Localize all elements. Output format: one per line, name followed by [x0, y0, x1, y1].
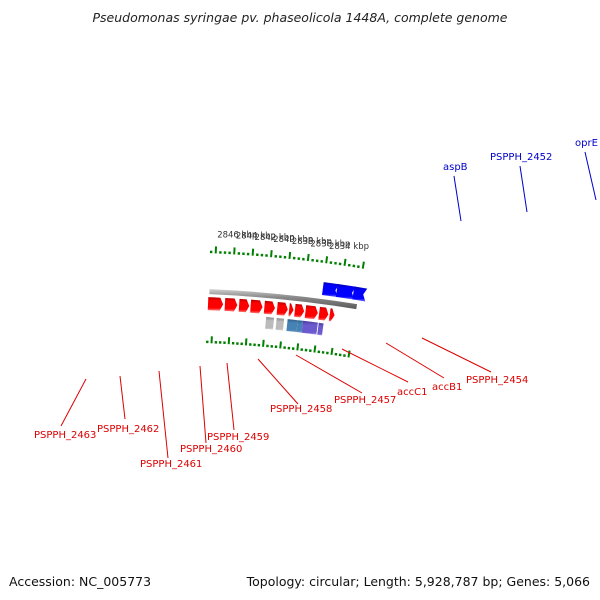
- reverse-gene-label[interactable]: accC1: [397, 387, 427, 398]
- gene-labels: aspBPSPPH_2452oprEPSPPH_2454accB1accC1PS…: [34, 138, 598, 470]
- leader-line: [60, 378, 87, 427]
- forward-gene-arrow[interactable]: [352, 286, 368, 302]
- outer-tick: [270, 250, 273, 258]
- leader-line: [385, 342, 445, 379]
- ruler-label: 2842 kbp: [255, 233, 295, 243]
- purple-feature[interactable]: [317, 322, 324, 336]
- reverse-gene-arrow[interactable]: [263, 300, 275, 315]
- ruler-label: 2836 kbp: [310, 239, 350, 249]
- ruler-label: 2838 kbp: [292, 237, 332, 247]
- ruler-label: 2840 kbp: [273, 235, 313, 245]
- backbone: [209, 289, 358, 310]
- backbone-arc: [209, 289, 358, 310]
- reverse-gene-arrow[interactable]: [276, 301, 288, 316]
- gray-feature[interactable]: [265, 316, 275, 330]
- reverse-gene-label[interactable]: PSPPH_2460: [180, 444, 242, 455]
- gene-features: [207, 282, 368, 336]
- ruler-label: 2834 kbp: [329, 242, 369, 252]
- reverse-gene-arrow[interactable]: [304, 305, 318, 320]
- outer-tick: [251, 248, 255, 256]
- outer-tick: [343, 258, 347, 266]
- steelblue-feature[interactable]: [286, 319, 298, 333]
- ruler-label: 2844 kbp: [236, 232, 276, 242]
- genome-summary: Topology: circular; Length: 5,928,787 bp…: [246, 574, 590, 589]
- reverse-gene-arrow[interactable]: [238, 298, 250, 313]
- leader-line: [519, 165, 528, 213]
- inner-tick: [296, 343, 300, 351]
- reverse-gene-arrow[interactable]: [328, 308, 335, 322]
- leader-line: [158, 370, 169, 459]
- leader-line: [453, 175, 462, 222]
- outer-tick: [288, 251, 292, 260]
- leader-line: [295, 354, 363, 394]
- reverse-gene-label[interactable]: PSPPH_2461: [140, 459, 202, 470]
- reverse-gene-arrow[interactable]: [224, 297, 238, 312]
- map-title: Pseudomonas syringae pv. phaseolicola 14…: [92, 10, 508, 25]
- reverse-gene-label[interactable]: PSPPH_2458: [270, 404, 332, 415]
- leader-line: [119, 375, 126, 420]
- gray-feature[interactable]: [275, 317, 285, 331]
- reverse-gene-arrow[interactable]: [250, 299, 263, 314]
- reverse-gene-label[interactable]: PSPPH_2463: [34, 430, 96, 441]
- forward-gene-label[interactable]: PSPPH_2452: [490, 152, 552, 163]
- ruler-label: 2846 kbp: [217, 230, 257, 240]
- reverse-gene-label[interactable]: accB1: [432, 382, 462, 393]
- reverse-gene-arrow[interactable]: [288, 303, 294, 317]
- leader-line: [199, 365, 207, 444]
- reverse-gene-arrow[interactable]: [207, 297, 224, 311]
- forward-gene-arrow[interactable]: [335, 284, 357, 300]
- outer-tick: [361, 261, 365, 269]
- leader-line: [584, 151, 597, 201]
- reverse-gene-arrow[interactable]: [294, 303, 305, 318]
- inner-tick: [313, 345, 317, 353]
- reverse-gene-arrow[interactable]: [318, 306, 329, 321]
- inner-tick: [262, 339, 265, 347]
- inner-tick: [244, 338, 248, 346]
- accession-text: Accession: NC_005773: [9, 574, 152, 589]
- reverse-gene-label[interactable]: PSPPH_2459: [207, 432, 269, 443]
- leader-line: [257, 358, 299, 405]
- forward-gene-label[interactable]: aspB: [443, 162, 468, 173]
- reverse-gene-label[interactable]: PSPPH_2462: [97, 424, 159, 435]
- forward-gene-label[interactable]: oprE: [575, 138, 598, 149]
- reverse-gene-label[interactable]: PSPPH_2457: [334, 395, 396, 406]
- purple-feature[interactable]: [301, 320, 318, 335]
- leader-line: [341, 348, 409, 383]
- forward-gene-arrow[interactable]: [321, 282, 340, 298]
- reverse-gene-label[interactable]: PSPPH_2454: [466, 375, 528, 386]
- leader-line: [421, 337, 492, 373]
- outer-tick: [306, 253, 310, 262]
- inner-tick: [279, 341, 282, 349]
- inner-tick: [347, 350, 351, 358]
- outer-tick: [325, 256, 329, 264]
- steelblue-feature[interactable]: [296, 320, 304, 333]
- leader-line: [226, 362, 235, 431]
- inner-tick: [330, 347, 334, 355]
